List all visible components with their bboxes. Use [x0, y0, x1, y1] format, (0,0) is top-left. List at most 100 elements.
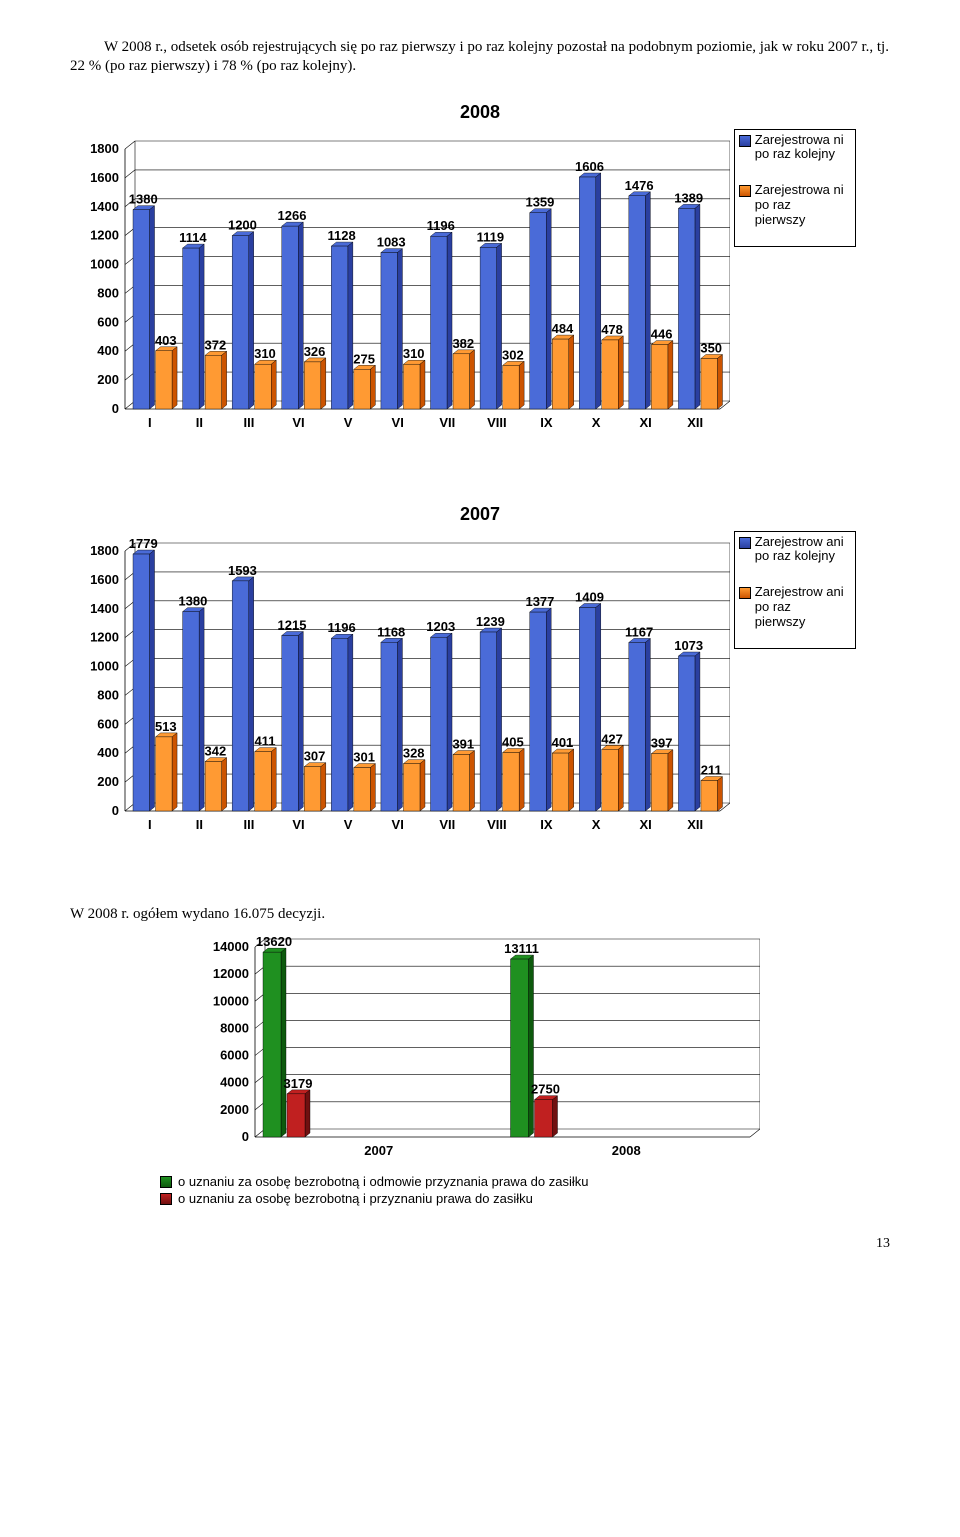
svg-text:XI: XI	[639, 415, 651, 430]
legend-item: Zarejestrow ani po raz pierwszy	[735, 582, 855, 648]
svg-text:1073: 1073	[674, 638, 703, 653]
svg-text:I: I	[148, 415, 152, 430]
svg-text:400: 400	[97, 745, 119, 760]
svg-text:VIII: VIII	[487, 817, 507, 832]
svg-text:IX: IX	[540, 415, 553, 430]
svg-text:4000: 4000	[220, 1074, 249, 1089]
svg-text:382: 382	[452, 335, 474, 350]
svg-text:1167: 1167	[625, 624, 653, 639]
svg-text:307: 307	[304, 748, 326, 763]
svg-text:310: 310	[254, 346, 276, 361]
svg-text:411: 411	[254, 733, 275, 748]
svg-text:403: 403	[155, 332, 177, 347]
svg-text:427: 427	[601, 731, 623, 746]
svg-text:I: I	[148, 817, 152, 832]
svg-text:1203: 1203	[426, 619, 455, 634]
svg-text:301: 301	[353, 749, 375, 764]
svg-text:1359: 1359	[525, 194, 554, 209]
svg-text:1606: 1606	[575, 159, 604, 174]
svg-text:1389: 1389	[674, 190, 703, 205]
svg-text:600: 600	[97, 314, 119, 329]
chart-decisions: 0200040006000800010000120001400013620317…	[70, 927, 890, 1206]
legend-item: o uznaniu za osobę bezrobotną i przyznan…	[160, 1191, 890, 1206]
decisions-heading: W 2008 r. ogółem wydano 16.075 decyzji.	[70, 906, 890, 923]
chart-2008-title: 2008	[70, 102, 890, 123]
svg-text:2007: 2007	[364, 1143, 393, 1158]
legend-item: o uznaniu za osobę bezrobotną i odmowie …	[160, 1174, 890, 1189]
svg-text:1800: 1800	[90, 543, 119, 558]
svg-text:1000: 1000	[90, 658, 119, 673]
svg-text:2750: 2750	[531, 1081, 560, 1096]
svg-text:13111: 13111	[504, 941, 539, 956]
svg-text:302: 302	[502, 347, 524, 362]
svg-text:326: 326	[304, 343, 326, 358]
svg-text:446: 446	[651, 326, 673, 341]
svg-text:401: 401	[552, 735, 574, 750]
svg-text:2008: 2008	[612, 1143, 641, 1158]
svg-text:1779: 1779	[129, 536, 158, 551]
svg-text:VIII: VIII	[487, 415, 507, 430]
svg-text:1000: 1000	[90, 256, 119, 271]
svg-text:342: 342	[205, 743, 227, 758]
svg-text:2000: 2000	[220, 1101, 249, 1116]
svg-text:VI: VI	[392, 817, 404, 832]
svg-text:1380: 1380	[178, 593, 207, 608]
svg-text:VI: VI	[292, 415, 304, 430]
svg-text:211: 211	[701, 762, 722, 777]
svg-text:XII: XII	[687, 817, 703, 832]
svg-text:200: 200	[97, 774, 119, 789]
svg-text:X: X	[592, 415, 601, 430]
svg-text:II: II	[196, 415, 203, 430]
svg-text:1200: 1200	[90, 629, 119, 644]
chart-2007: 0200400600800100012001400160018001779513…	[70, 531, 890, 846]
svg-text:513: 513	[155, 718, 177, 733]
svg-text:VI: VI	[292, 817, 304, 832]
svg-text:1239: 1239	[476, 614, 505, 629]
svg-text:V: V	[344, 415, 353, 430]
svg-text:III: III	[244, 817, 255, 832]
svg-text:1168: 1168	[377, 624, 405, 639]
svg-text:II: II	[196, 817, 203, 832]
svg-text:0: 0	[112, 401, 119, 416]
svg-text:328: 328	[403, 745, 425, 760]
svg-text:200: 200	[97, 372, 119, 387]
svg-text:275: 275	[353, 351, 375, 366]
svg-text:1476: 1476	[625, 177, 654, 192]
svg-text:IX: IX	[540, 817, 553, 832]
svg-text:1196: 1196	[427, 218, 455, 233]
svg-text:8000: 8000	[220, 1020, 249, 1035]
svg-text:310: 310	[403, 346, 425, 361]
svg-text:350: 350	[700, 340, 722, 355]
svg-text:400: 400	[97, 343, 119, 358]
svg-text:XI: XI	[639, 817, 651, 832]
svg-text:1380: 1380	[129, 191, 158, 206]
svg-text:1400: 1400	[90, 600, 119, 615]
svg-text:1593: 1593	[228, 562, 257, 577]
svg-text:1409: 1409	[575, 589, 604, 604]
svg-text:1114: 1114	[179, 230, 207, 245]
svg-text:372: 372	[205, 337, 227, 352]
svg-text:800: 800	[97, 285, 119, 300]
svg-text:1377: 1377	[525, 594, 554, 609]
svg-text:14000: 14000	[213, 939, 249, 954]
svg-text:10000: 10000	[213, 993, 249, 1008]
svg-text:V: V	[344, 817, 353, 832]
svg-text:X: X	[592, 817, 601, 832]
svg-text:0: 0	[112, 803, 119, 818]
svg-text:1400: 1400	[90, 198, 119, 213]
svg-text:391: 391	[452, 736, 474, 751]
legend-item: Zarejestrowa ni po raz pierwszy	[735, 180, 855, 246]
svg-text:1600: 1600	[90, 571, 119, 586]
svg-text:1215: 1215	[278, 617, 307, 632]
intro-paragraph: W 2008 r., odsetek osób rejestrujących s…	[70, 38, 890, 76]
svg-text:1266: 1266	[278, 208, 307, 223]
chart-2008: 0200400600800100012001400160018001380403…	[70, 129, 890, 444]
svg-text:405: 405	[502, 734, 524, 749]
page-number: 13	[70, 1236, 890, 1252]
svg-text:1119: 1119	[477, 229, 505, 244]
svg-text:1800: 1800	[90, 141, 119, 156]
svg-text:1600: 1600	[90, 169, 119, 184]
svg-text:1083: 1083	[377, 234, 406, 249]
svg-text:III: III	[244, 415, 255, 430]
svg-text:VI: VI	[392, 415, 404, 430]
